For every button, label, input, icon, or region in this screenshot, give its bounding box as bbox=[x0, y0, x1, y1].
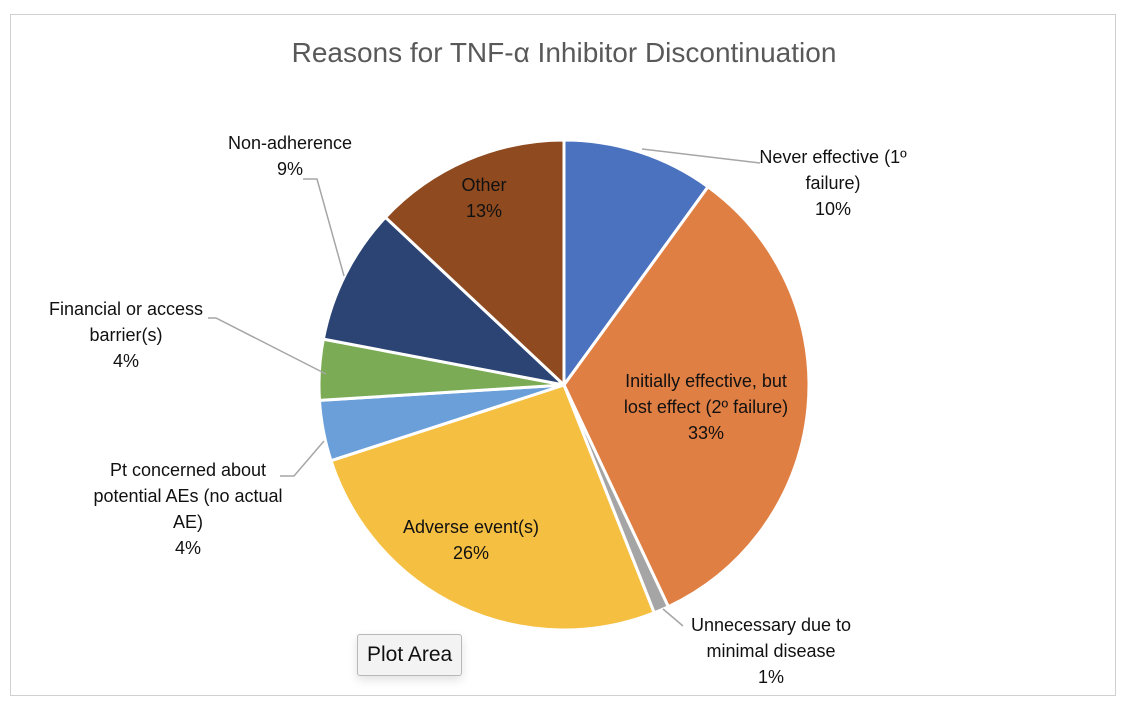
data-label-text: Other bbox=[461, 175, 506, 195]
leader-line-6 bbox=[208, 318, 326, 374]
data-label-1: Never effective (1º failure) 10% bbox=[759, 147, 907, 219]
data-label-text: Non-adherence bbox=[228, 133, 352, 153]
data-label-text: potential AEs (no actual bbox=[93, 486, 282, 506]
data-label-text: lost effect (2º failure) bbox=[624, 397, 788, 417]
data-label-text: Unnecessary due to bbox=[691, 615, 851, 635]
data-label-value: 10% bbox=[815, 199, 851, 219]
data-label-value: 13% bbox=[466, 201, 502, 221]
data-label-text: Pt concerned about bbox=[110, 460, 266, 480]
data-label-text: barrier(s) bbox=[89, 325, 162, 345]
data-label-text: minimal disease bbox=[706, 641, 835, 661]
leader-line-5 bbox=[280, 441, 324, 476]
data-label-value: 4% bbox=[113, 351, 139, 371]
data-label-7: Non-adherence 9% bbox=[228, 133, 352, 179]
data-label-5: Pt concerned about potential AEs (no actu… bbox=[93, 460, 282, 558]
data-label-text: Financial or access bbox=[49, 299, 203, 319]
data-label-value: 4% bbox=[175, 538, 201, 558]
data-label-value: 9% bbox=[277, 159, 303, 179]
data-label-text: Never effective (1º bbox=[759, 147, 907, 167]
pie-chart[interactable]: Reasons for TNF-α Inhibitor Discontinuat… bbox=[0, 0, 1130, 714]
data-label-3: Unnecessary due to minimal disease 1% bbox=[691, 615, 851, 687]
data-label-text: Initially effective, but bbox=[625, 371, 787, 391]
data-label-value: 33% bbox=[688, 423, 724, 443]
data-label-6: Financial or access barrier(s) 4% bbox=[49, 299, 203, 371]
plot-area-tooltip: Plot Area bbox=[357, 634, 462, 676]
leader-line-7 bbox=[303, 179, 344, 276]
chart-title: Reasons for TNF-α Inhibitor Discontinuat… bbox=[292, 37, 837, 68]
data-label-text: failure) bbox=[805, 173, 860, 193]
data-label-text: Adverse event(s) bbox=[403, 517, 539, 537]
data-label-value: 1% bbox=[758, 667, 784, 687]
data-label-text: AE) bbox=[173, 512, 203, 532]
data-label-value: 26% bbox=[453, 543, 489, 563]
leader-line-3 bbox=[663, 609, 683, 626]
